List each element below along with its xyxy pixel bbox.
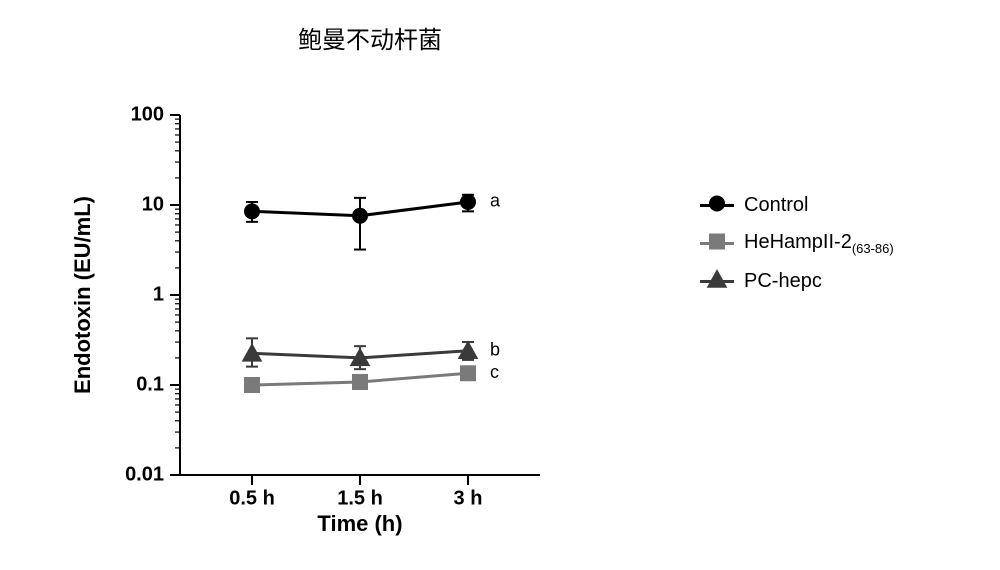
- chart-legend: Control HeHampII-2(63-86) PC-hepc: [700, 180, 894, 307]
- legend-item-control: Control: [700, 194, 894, 217]
- series-control: a: [244, 191, 501, 250]
- svg-text:3 h: 3 h: [454, 488, 483, 510]
- svg-text:1.5 h: 1.5 h: [337, 488, 383, 510]
- svg-text:Time (h): Time (h): [317, 511, 402, 536]
- legend-label: Control: [744, 194, 808, 217]
- svg-text:a: a: [490, 191, 501, 211]
- series-hehamp: c: [244, 362, 499, 393]
- svg-text:1: 1: [153, 283, 164, 305]
- legend-label: PC-hepc: [744, 270, 822, 293]
- chart-plot: 0.01 0.1 1 10 100 0.5 h 1.5 h 3 h Endotoxin (EU/…: [40, 55, 620, 565]
- svg-text:c: c: [490, 362, 499, 382]
- chart-title: 鲍曼不动杆菌: [80, 20, 660, 55]
- svg-text:b: b: [490, 340, 500, 360]
- legend-label: HeHampII-2(63-86): [744, 231, 894, 256]
- svg-text:10: 10: [142, 193, 164, 215]
- chart-container: 鲍曼不动杆菌 0.01 0.1 1 10 100 0.5 h 1.5 h 3 h Endotox…: [40, 20, 660, 520]
- svg-text:0.5 h: 0.5 h: [229, 488, 275, 510]
- series-pchepc: b: [242, 338, 500, 369]
- legend-item-hehamp: HeHampII-2(63-86): [700, 231, 894, 256]
- svg-text:Endotoxin (EU/mL): Endotoxin (EU/mL): [70, 196, 95, 394]
- legend-item-pchepc: PC-hepc: [700, 270, 894, 293]
- svg-text:0.01: 0.01: [125, 463, 164, 485]
- svg-text:0.1: 0.1: [136, 373, 164, 395]
- svg-text:100: 100: [131, 103, 164, 125]
